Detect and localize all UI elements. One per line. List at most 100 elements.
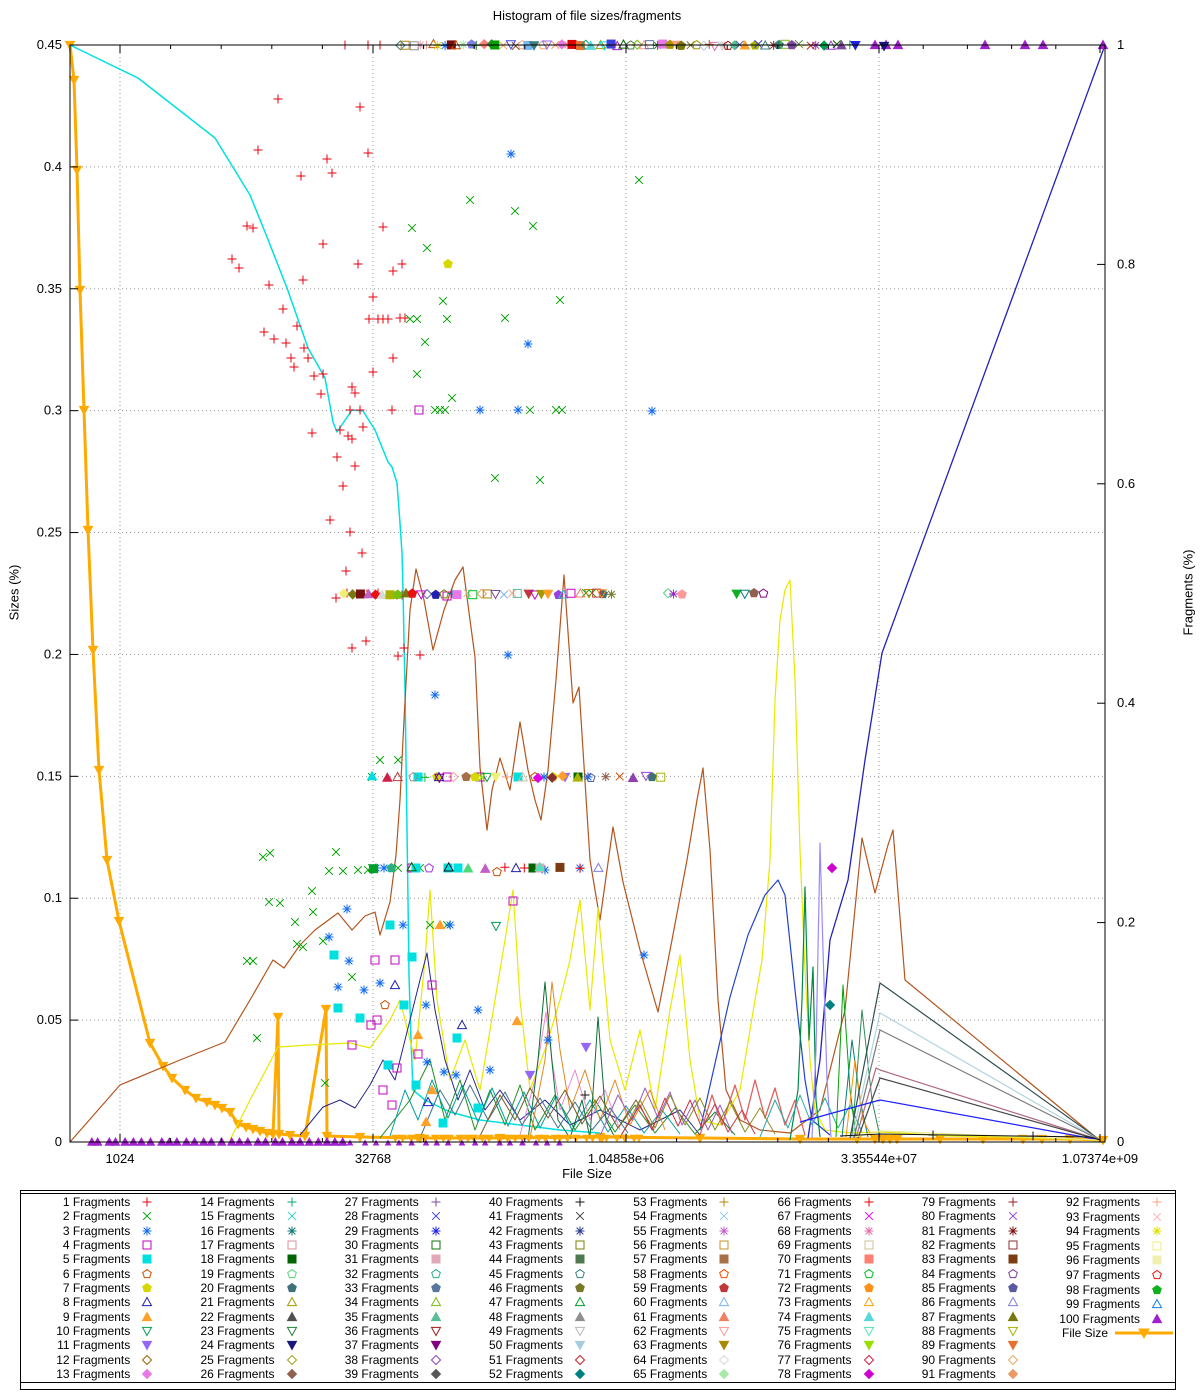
square-marker-icon <box>142 1254 152 1264</box>
legend-item-label: 56 Fragments <box>633 1238 708 1253</box>
legend-column-1: 1 Fragments 2 Fragments 3 Fragments 4 Fragm… <box>21 1195 165 1381</box>
pentagon-marker-icon <box>575 1282 585 1293</box>
legend-item-label: 34 Fragments <box>344 1295 419 1310</box>
legend-item: 97 Fragments <box>1031 1268 1175 1283</box>
legend-item-label: 11 Fragments <box>57 1338 131 1353</box>
legend-item-label: 2 Fragments <box>62 1209 131 1224</box>
series-navy-rise <box>807 44 1106 1139</box>
legend-item: 41 Fragments <box>454 1209 598 1223</box>
triangle-marker-icon <box>141 1311 153 1321</box>
tick-label: 0.1 <box>44 890 62 905</box>
plus-marker-icon <box>431 1197 441 1207</box>
tick-label: 0.6 <box>1117 476 1135 491</box>
series-fan-blue <box>799 1099 1101 1141</box>
legend-item-label: 20 Fragments <box>200 1281 275 1296</box>
legend-item-label: 86 Fragments <box>921 1295 996 1310</box>
legend-item-label: 22 Fragments <box>200 1309 275 1324</box>
series-fan-lightblue <box>851 1012 1101 1141</box>
legend-item: 1 Fragments <box>21 1195 165 1209</box>
legend-item: 80 Fragments <box>887 1209 1031 1223</box>
asterisk-marker-icon <box>142 1226 152 1236</box>
legend-item: 99 Fragments <box>1031 1297 1175 1312</box>
diamond-marker-icon <box>142 1368 153 1380</box>
asterisk-marker-icon <box>719 1226 729 1236</box>
square-open-marker-icon <box>287 1240 296 1250</box>
pentagon-marker-icon <box>142 1282 153 1293</box>
pentagon-open-marker-icon <box>430 1268 441 1278</box>
legend-item: 14 Fragments <box>165 1195 309 1209</box>
legend-item-label: 97 Fragments <box>1065 1268 1140 1282</box>
diamond-open-marker-icon <box>863 1354 874 1365</box>
legend-item: 50 Fragments <box>454 1338 598 1352</box>
legend-item: 94 Fragments <box>1031 1224 1175 1239</box>
tick-label: 0.8 <box>1117 256 1135 271</box>
pentagon-marker-icon <box>1152 1284 1162 1294</box>
legend-column-6: 66 Fragments 67 Fragments 68 Fragments 69 F… <box>742 1195 886 1381</box>
legend-item: 89 Fragments <box>887 1338 1031 1352</box>
legend-item-label: 68 Fragments <box>777 1223 852 1238</box>
plus-marker-icon <box>575 1197 585 1207</box>
legend-item-label: 32 Fragments <box>344 1266 419 1281</box>
legend-item-label: 30 Fragments <box>344 1238 419 1253</box>
triangle-down-marker-icon <box>1007 1341 1019 1351</box>
legend-item-label: 83 Fragments <box>921 1252 996 1267</box>
legend-item: 22 Fragments <box>165 1310 309 1324</box>
tick-label: 0.2 <box>1117 915 1135 930</box>
legend-item: 26 Fragments <box>165 1367 309 1381</box>
tick-label: 0.35 <box>37 281 62 296</box>
tick-label: 0.15 <box>37 768 62 783</box>
square-marker-icon <box>864 1254 873 1264</box>
band-01125 <box>369 861 604 874</box>
scatter-blue-asterisk <box>324 149 657 1080</box>
pentagon-open-marker-icon <box>1152 1269 1162 1280</box>
axes: 0 0.05 0.1 0.15 0.2 0.25 0.3 0.35 0.4 0.45 0 0.2 0.4… <box>37 37 1138 1166</box>
asterisk-marker-icon <box>575 1226 585 1236</box>
legend-item-label: 9 Fragments <box>62 1309 131 1324</box>
series-cyan-line <box>69 44 601 1134</box>
legend-columns: 1 Fragments 2 Fragments 3 Fragments 4 Fragm… <box>21 1193 1175 1383</box>
triangle-down-marker-icon <box>430 1341 442 1351</box>
series-brown-line <box>69 566 1099 1143</box>
triangle-open-marker-icon <box>863 1296 874 1307</box>
pentagon-open-marker-icon <box>575 1268 585 1278</box>
legend-item-label: 85 Fragments <box>921 1281 996 1296</box>
legend-item-label: 84 Fragments <box>921 1266 996 1281</box>
diamond-open-marker-icon <box>286 1354 297 1365</box>
legend-item-label: 16 Fragments <box>200 1223 275 1238</box>
legend-item: 96 Fragments <box>1031 1253 1175 1268</box>
legend-item-label: 92 Fragments <box>1065 1195 1140 1210</box>
triangle-open-marker-icon <box>1151 1298 1163 1309</box>
legend-item: 92 Fragments <box>1031 1195 1175 1210</box>
diamond-open-marker-icon <box>574 1354 586 1365</box>
legend-column-5: 53 Fragments 54 Fragments 55 Fragments 56 F… <box>598 1195 742 1381</box>
triangle-open-marker-icon <box>141 1296 153 1307</box>
legend-item: 29 Fragments <box>310 1224 454 1238</box>
cross-marker-icon <box>1152 1212 1162 1221</box>
legend-column-2: 14 Fragments 15 Fragments 16 Fragments 17 F… <box>165 1195 309 1381</box>
legend-item: 40 Fragments <box>454 1195 598 1209</box>
legend-item-label: 80 Fragments <box>921 1209 996 1224</box>
legend-item-label: File Size <box>1061 1326 1108 1341</box>
legend-item-label: 51 Fragments <box>488 1352 563 1367</box>
plus-marker-icon <box>864 1197 873 1207</box>
legend-item: 45 Fragments <box>454 1267 598 1281</box>
pentagon-marker-icon <box>430 1282 441 1293</box>
legend-item-label: 59 Fragments <box>633 1281 708 1296</box>
legend-item-label: 77 Fragments <box>777 1352 852 1367</box>
triangle-down-open-marker-icon <box>286 1326 297 1337</box>
legend-item: 11 Fragments <box>21 1338 165 1352</box>
legend-item: 54 Fragments <box>598 1209 742 1223</box>
scatter-yellow-pentagon <box>432 258 558 782</box>
legend-item: 4 Fragments <box>21 1238 165 1252</box>
legend-item-label: 72 Fragments <box>777 1281 852 1296</box>
legend-item: 38 Fragments <box>310 1352 454 1367</box>
legend-item-label: 54 Fragments <box>633 1209 708 1224</box>
legend-item-label: 25 Fragments <box>200 1352 275 1367</box>
legend-item-label: 17 Fragments <box>200 1238 275 1253</box>
legend-item: 90 Fragments <box>887 1352 1031 1367</box>
band-015 <box>366 770 666 784</box>
scatter-orange-triangle <box>412 919 523 1127</box>
tick-label: 1 <box>1117 37 1124 52</box>
legend-item: 24 Fragments <box>165 1338 309 1352</box>
legend-item-label: 6 Fragments <box>62 1266 131 1281</box>
